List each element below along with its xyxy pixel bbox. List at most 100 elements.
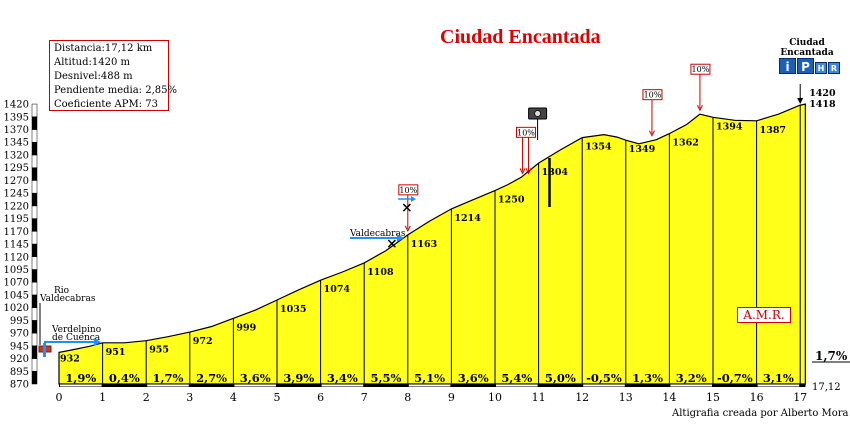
route-info-box: Distancia:17,12 km Altitud:1420 m Desniv… <box>49 40 177 111</box>
y-scale-segment <box>31 243 38 257</box>
info-point-icon: i <box>779 58 796 74</box>
info-average-grade: Pendiente media: 2,85% <box>54 85 177 96</box>
segment-grade-label: 1,3% <box>632 371 663 385</box>
grade-marker-arrow <box>696 105 703 112</box>
x-tick-label: 13 <box>619 391 633 404</box>
segment-grade-label: 3,6% <box>240 371 271 385</box>
y-tick-label: 920 <box>10 354 29 365</box>
y-tick-label: 1270 <box>4 176 29 187</box>
segment-grade-label: 5,4% <box>501 371 532 385</box>
grade-marker-label: 10% <box>644 91 662 100</box>
baseline-bar-gap <box>496 384 538 387</box>
y-tick-label: 1120 <box>4 252 29 263</box>
baseline-bar-gap <box>670 384 712 387</box>
x-tick-label: 3 <box>186 391 193 404</box>
y-tick-label: 1170 <box>4 227 29 238</box>
segment-grade-label: 3,1% <box>763 371 794 385</box>
destination-line1: Ciudad <box>789 38 825 48</box>
elevation-label: 1163 <box>411 239 437 250</box>
destination-label: Ciudad Encantada <box>772 38 842 58</box>
y-tick-label: 945 <box>10 341 29 352</box>
y-tick-label: 1395 <box>4 112 29 123</box>
x-tick-label: 14 <box>662 391 676 404</box>
y-scale-segment <box>31 345 38 359</box>
restaurant-icon: R <box>828 62 840 74</box>
segment-grade-label: 3,2% <box>676 371 707 385</box>
grade-marker-label: 10% <box>517 128 535 137</box>
x-tick-label: 6 <box>317 391 324 404</box>
end-distance-label: 17,12 <box>812 382 841 393</box>
y-scale-segment <box>31 205 38 219</box>
elevation-area <box>58 103 806 385</box>
y-scale-segment <box>31 167 38 181</box>
y-tick-label: 995 <box>10 316 29 327</box>
segment-grade-label: 1,7% <box>153 371 184 385</box>
elevation-label: 972 <box>193 336 213 347</box>
grade-marker-arrow <box>525 168 532 175</box>
y-scale-segment <box>31 116 38 130</box>
segment-grade-label: 5,1% <box>414 371 445 385</box>
junction-cross-icon: × <box>401 200 413 216</box>
segment-grade-label: 3,4% <box>327 371 358 385</box>
elevation-label: 1108 <box>367 267 394 278</box>
elevation-label: 1349 <box>629 144 656 155</box>
segment-grade-label: 3,6% <box>458 371 489 385</box>
parking-icon: P <box>797 58 814 74</box>
place-label-line2: de Cuenca <box>52 333 101 343</box>
destination-arrowhead <box>797 98 804 105</box>
hotel-icon: H <box>815 62 827 74</box>
y-tick-label: 1195 <box>4 214 29 225</box>
y-tick-label: 1370 <box>4 125 29 136</box>
segment-grade-label: -0,7% <box>717 371 753 385</box>
y-scale-segment <box>31 281 38 296</box>
place-label-line2: Valdecabras <box>39 294 96 304</box>
grade-marker-arrow <box>404 225 411 232</box>
grade-marker-label: 10% <box>692 65 710 74</box>
baseline-bar-gap <box>234 384 276 387</box>
y-tick-label: 1420 <box>4 100 29 111</box>
x-tick-label: 17 <box>793 391 807 404</box>
segment-grade-label: 1,9% <box>65 371 96 385</box>
baseline-bar-gap <box>147 384 189 387</box>
x-tick-label: 11 <box>532 391 546 404</box>
y-tick-label: 1345 <box>4 138 29 149</box>
elevation-label: 1387 <box>760 125 786 136</box>
elevation-label: 1362 <box>672 138 698 149</box>
elevation-label: 1035 <box>280 304 306 315</box>
y-tick-label: 1220 <box>4 201 29 212</box>
y-tick-label: 1145 <box>4 240 29 251</box>
segment-grade-label: 2,7% <box>196 371 227 385</box>
info-distance: Distancia:17,12 km <box>54 43 153 54</box>
x-tick-label: 10 <box>488 391 502 404</box>
chart-title: Ciudad Encantada <box>440 26 601 48</box>
y-tick-label: 1095 <box>4 265 29 276</box>
elevation-label: 1250 <box>498 195 525 206</box>
elevation-label: 955 <box>149 345 169 356</box>
segment-grade-label: 0,4% <box>109 371 140 385</box>
elevation-label: 1418 <box>809 99 836 110</box>
final-grade-label: 1,7% <box>815 349 848 363</box>
elevation-label: 1304 <box>542 167 569 178</box>
segment-grade-label: 5,5% <box>371 371 402 385</box>
segment-grade-label: -0,5% <box>586 371 622 385</box>
grade-marker-label: 10% <box>399 186 417 195</box>
place-label-line1: Valdecabras <box>349 229 406 239</box>
destination-line2: Encantada <box>780 48 834 58</box>
y-scale-segment <box>31 154 38 168</box>
y-scale-segment <box>31 371 38 385</box>
elevation-label: 1354 <box>585 142 612 153</box>
x-tick-label: 1 <box>99 391 106 404</box>
segment-grade-label: 3,9% <box>283 371 314 385</box>
y-tick-label: 1245 <box>4 189 29 200</box>
info-apm-coefficient: Coeficiente APM: 73 <box>54 99 158 110</box>
x-tick-label: 2 <box>143 391 150 404</box>
y-tick-label: 1320 <box>4 150 29 161</box>
camera-lens-icon <box>534 110 541 117</box>
valdecabras-arrowhead <box>397 234 404 242</box>
info-elevation-gain: Desnivel:488 m <box>54 71 133 82</box>
credit-text: Altigrafia creada por Alberto Mora <box>672 408 849 419</box>
x-tick-label: 4 <box>230 391 237 404</box>
y-scale-segment <box>31 192 38 207</box>
y-scale-segment <box>31 129 38 143</box>
